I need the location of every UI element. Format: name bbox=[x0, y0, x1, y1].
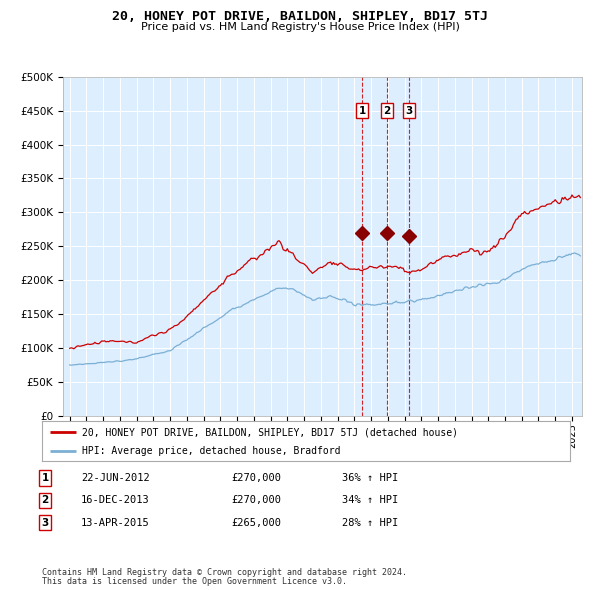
Text: 22-JUN-2012: 22-JUN-2012 bbox=[81, 473, 150, 483]
Text: £270,000: £270,000 bbox=[231, 496, 281, 505]
Text: This data is licensed under the Open Government Licence v3.0.: This data is licensed under the Open Gov… bbox=[42, 578, 347, 586]
Text: £265,000: £265,000 bbox=[231, 518, 281, 527]
Text: Contains HM Land Registry data © Crown copyright and database right 2024.: Contains HM Land Registry data © Crown c… bbox=[42, 568, 407, 577]
Text: 3: 3 bbox=[406, 106, 413, 116]
Text: 2: 2 bbox=[41, 496, 49, 505]
Text: 1: 1 bbox=[41, 473, 49, 483]
Text: 3: 3 bbox=[41, 518, 49, 527]
Text: 20, HONEY POT DRIVE, BAILDON, SHIPLEY, BD17 5TJ: 20, HONEY POT DRIVE, BAILDON, SHIPLEY, B… bbox=[112, 10, 488, 23]
Text: 16-DEC-2013: 16-DEC-2013 bbox=[81, 496, 150, 505]
Text: 28% ↑ HPI: 28% ↑ HPI bbox=[342, 518, 398, 527]
Text: 34% ↑ HPI: 34% ↑ HPI bbox=[342, 496, 398, 505]
Text: 1: 1 bbox=[359, 106, 366, 116]
Text: 20, HONEY POT DRIVE, BAILDON, SHIPLEY, BD17 5TJ (detached house): 20, HONEY POT DRIVE, BAILDON, SHIPLEY, B… bbox=[82, 427, 458, 437]
Text: 36% ↑ HPI: 36% ↑ HPI bbox=[342, 473, 398, 483]
Text: £270,000: £270,000 bbox=[231, 473, 281, 483]
Text: Price paid vs. HM Land Registry's House Price Index (HPI): Price paid vs. HM Land Registry's House … bbox=[140, 22, 460, 32]
Text: 2: 2 bbox=[383, 106, 391, 116]
Text: HPI: Average price, detached house, Bradford: HPI: Average price, detached house, Brad… bbox=[82, 447, 340, 456]
Text: 13-APR-2015: 13-APR-2015 bbox=[81, 518, 150, 527]
